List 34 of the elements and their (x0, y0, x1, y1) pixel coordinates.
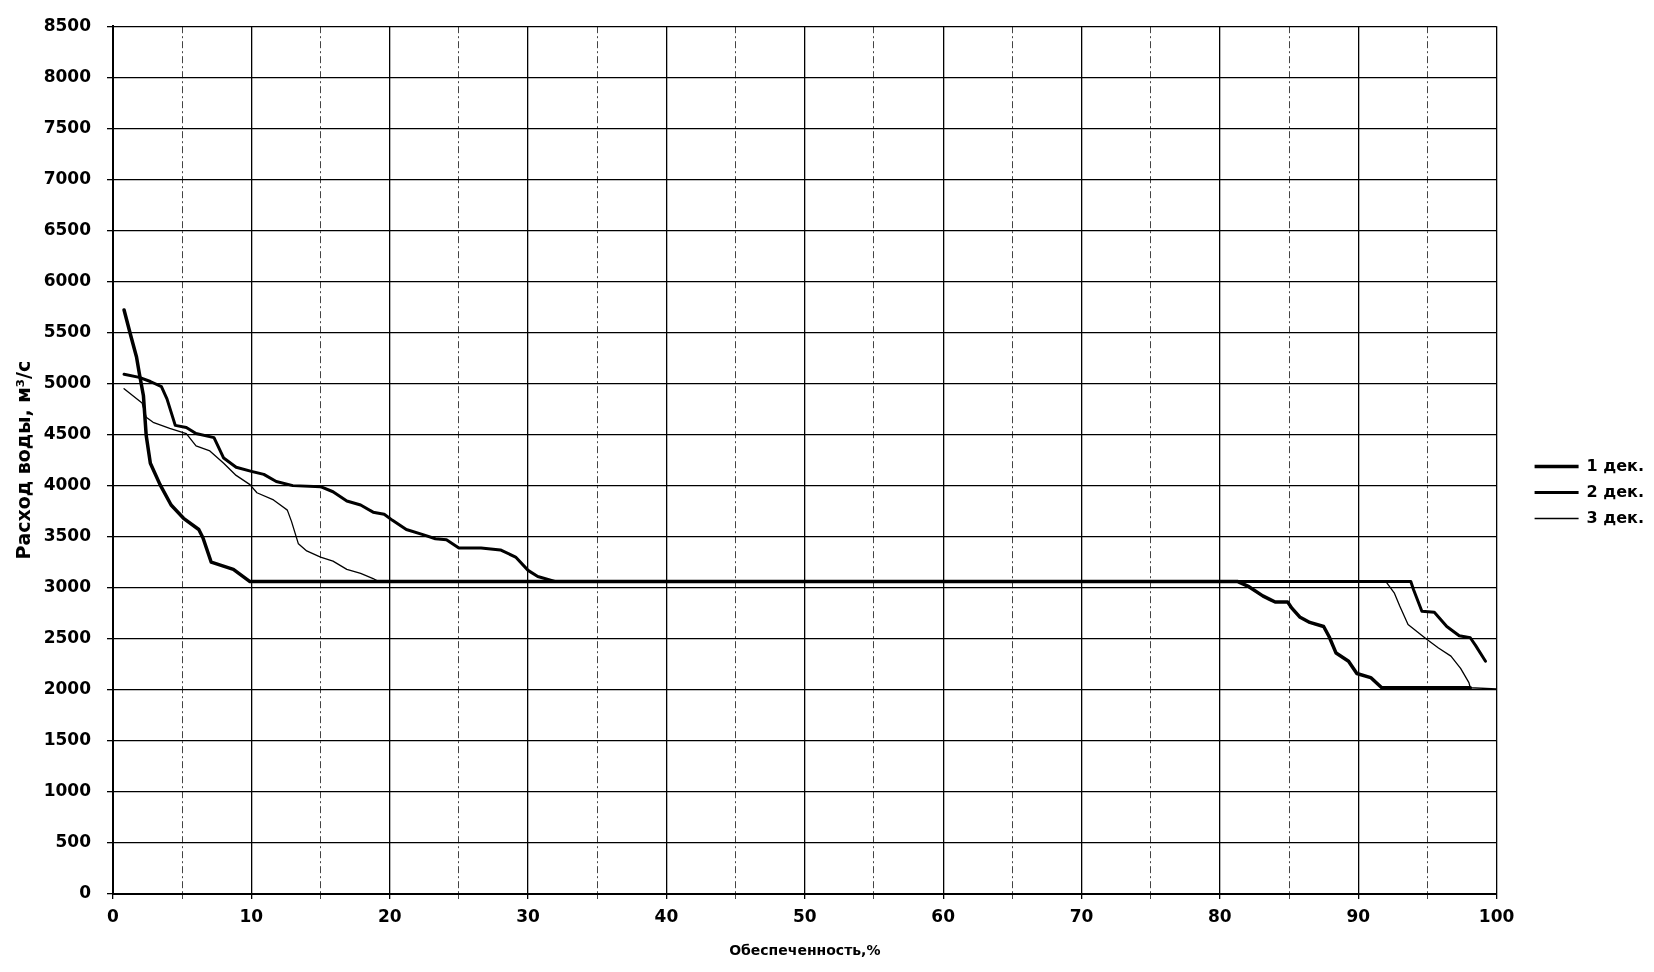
x-tick-label: 70 (1069, 905, 1094, 926)
y-tick-label: 8000 (43, 65, 92, 86)
y-tick-label: 6000 (43, 269, 92, 290)
y-tick-label: 5500 (43, 320, 92, 341)
y-tick-label: 8500 (43, 14, 92, 35)
y-tick-label: 1000 (43, 780, 92, 801)
legend-label: 3 дек. (1586, 507, 1645, 527)
x-tick-label: 100 (1478, 905, 1515, 926)
y-tick-label: 4500 (43, 423, 92, 443)
y-axis-title: Расход воды, м³/с (12, 360, 35, 560)
y-tick-label: 7500 (43, 116, 92, 137)
x-tick-label: 90 (1346, 905, 1371, 926)
y-tick-label: 4000 (43, 474, 92, 495)
x-tick-label: 80 (1208, 905, 1232, 926)
legend-label: 2 дек. (1586, 481, 1645, 501)
y-tick-label: 2000 (43, 678, 92, 699)
x-tick-label: 10 (239, 905, 264, 926)
y-tick-label: 500 (55, 831, 92, 852)
y-tick-label: 0 (79, 882, 92, 903)
y-tick-label: 5000 (43, 371, 92, 392)
y-tick-label: 1500 (43, 729, 92, 750)
y-tick-label: 6500 (43, 218, 92, 239)
y-tick-label: 7000 (43, 167, 92, 188)
x-tick-label: 40 (654, 905, 679, 926)
x-tick-label: 30 (516, 905, 541, 926)
x-tick-label: 50 (792, 905, 817, 926)
legend-label: 1 дек. (1586, 455, 1645, 475)
x-axis-title: Обеспеченность,% (729, 942, 881, 959)
y-tick-label: 3000 (43, 576, 92, 597)
x-tick-label: 0 (107, 905, 120, 926)
x-tick-label: 60 (931, 905, 956, 926)
x-tick-label: 20 (377, 905, 402, 926)
y-tick-label: 3500 (43, 525, 92, 546)
y-tick-label: 2500 (43, 627, 92, 648)
